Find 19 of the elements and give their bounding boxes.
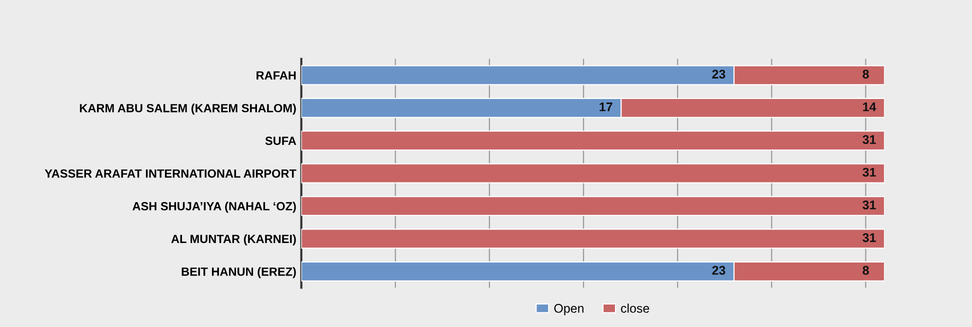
y-tick-label: YASSER ARAFAT INTERNATIONAL AIRPORT [44,169,296,178]
y-tick-label: KARM ABU SALEM (KAREM SHALOM) [80,104,296,115]
data-label: 31 [862,200,876,210]
legend-label: close [621,304,650,313]
legend-label: Open [554,304,584,316]
data-label: 8 [862,70,869,79]
data-label: 31 [862,168,876,177]
y-tick-label: SUFA [265,136,296,146]
data-label: 17 [600,102,612,112]
data-label: 8 [862,266,869,275]
y-tick-label: BEIT HANUN (EREZ) [182,267,296,278]
data-label: 23 [712,70,726,79]
data-label: 31 [862,233,876,242]
y-tick-label: RAFAH [256,71,296,80]
y-tick-label: ASH SHUJA’IYA (NAHAL ‘OZ) [132,202,296,213]
data-label: 31 [862,135,876,144]
data-label: 14 [863,102,876,112]
y-tick-label: AL MUNTAR (KARNEI) [171,234,296,246]
data-label: 23 [712,266,726,275]
